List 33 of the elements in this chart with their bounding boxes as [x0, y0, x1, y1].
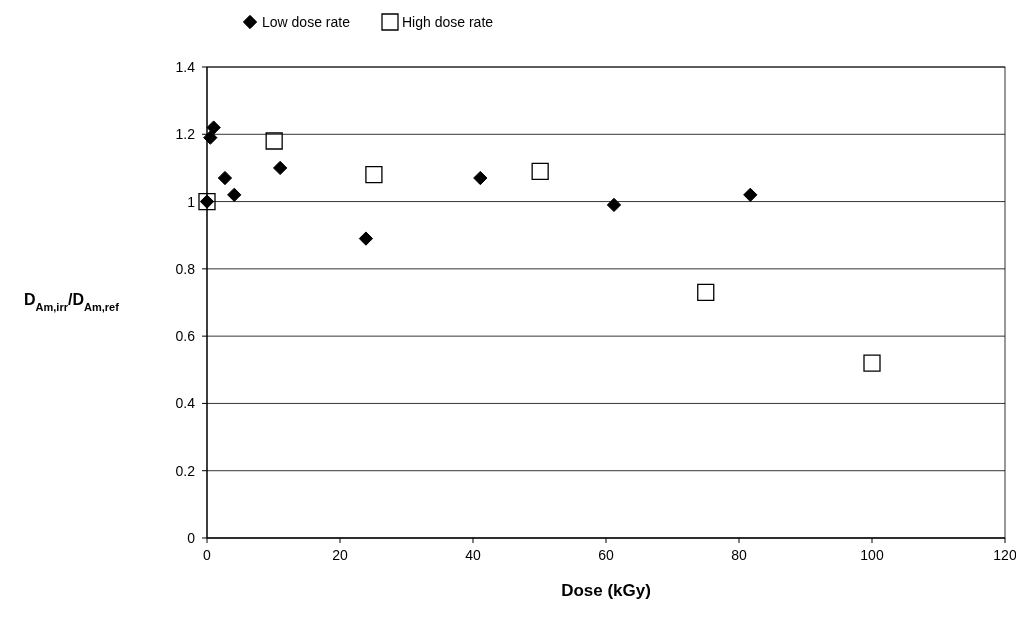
point [365, 166, 383, 184]
point [265, 132, 283, 150]
y-tick-label: 0.6 [175, 328, 196, 345]
y-tick-label: 1.2 [175, 126, 196, 143]
y-tick-label: 1.4 [175, 59, 196, 75]
point [473, 170, 488, 186]
point [206, 120, 221, 135]
point [531, 162, 549, 180]
x-tick-label: 100 [860, 547, 884, 563]
y-axis-title: D$_{Am,irr}$/D$_{Am,ref}$ [24, 291, 120, 313]
point [203, 130, 218, 145]
x-tick-label: 120 [993, 547, 1016, 563]
x-tick-label: 80 [731, 547, 747, 563]
point [358, 231, 374, 246]
y-tick-label: 1 [187, 193, 196, 210]
legend-label: High dose rate [402, 14, 494, 30]
point [743, 187, 758, 202]
point [227, 187, 242, 202]
point [273, 160, 288, 176]
point [217, 170, 233, 186]
legend-label: Low dose rate [262, 14, 351, 30]
y-tick-label: 0.2 [175, 462, 196, 479]
x-axis-title: Dose (kGy) [561, 581, 651, 600]
x-tick-label: 40 [465, 547, 481, 563]
y-tick-label: 0 [187, 530, 196, 546]
point [606, 197, 622, 213]
x-tick-label: 60 [598, 547, 614, 563]
x-tick-label: 0 [203, 547, 212, 563]
y-tick-label: 0.4 [175, 395, 196, 412]
x-tick-label: 20 [332, 547, 348, 563]
point [697, 283, 715, 302]
point [863, 354, 881, 372]
y-tick-label: 0.8 [175, 260, 196, 277]
